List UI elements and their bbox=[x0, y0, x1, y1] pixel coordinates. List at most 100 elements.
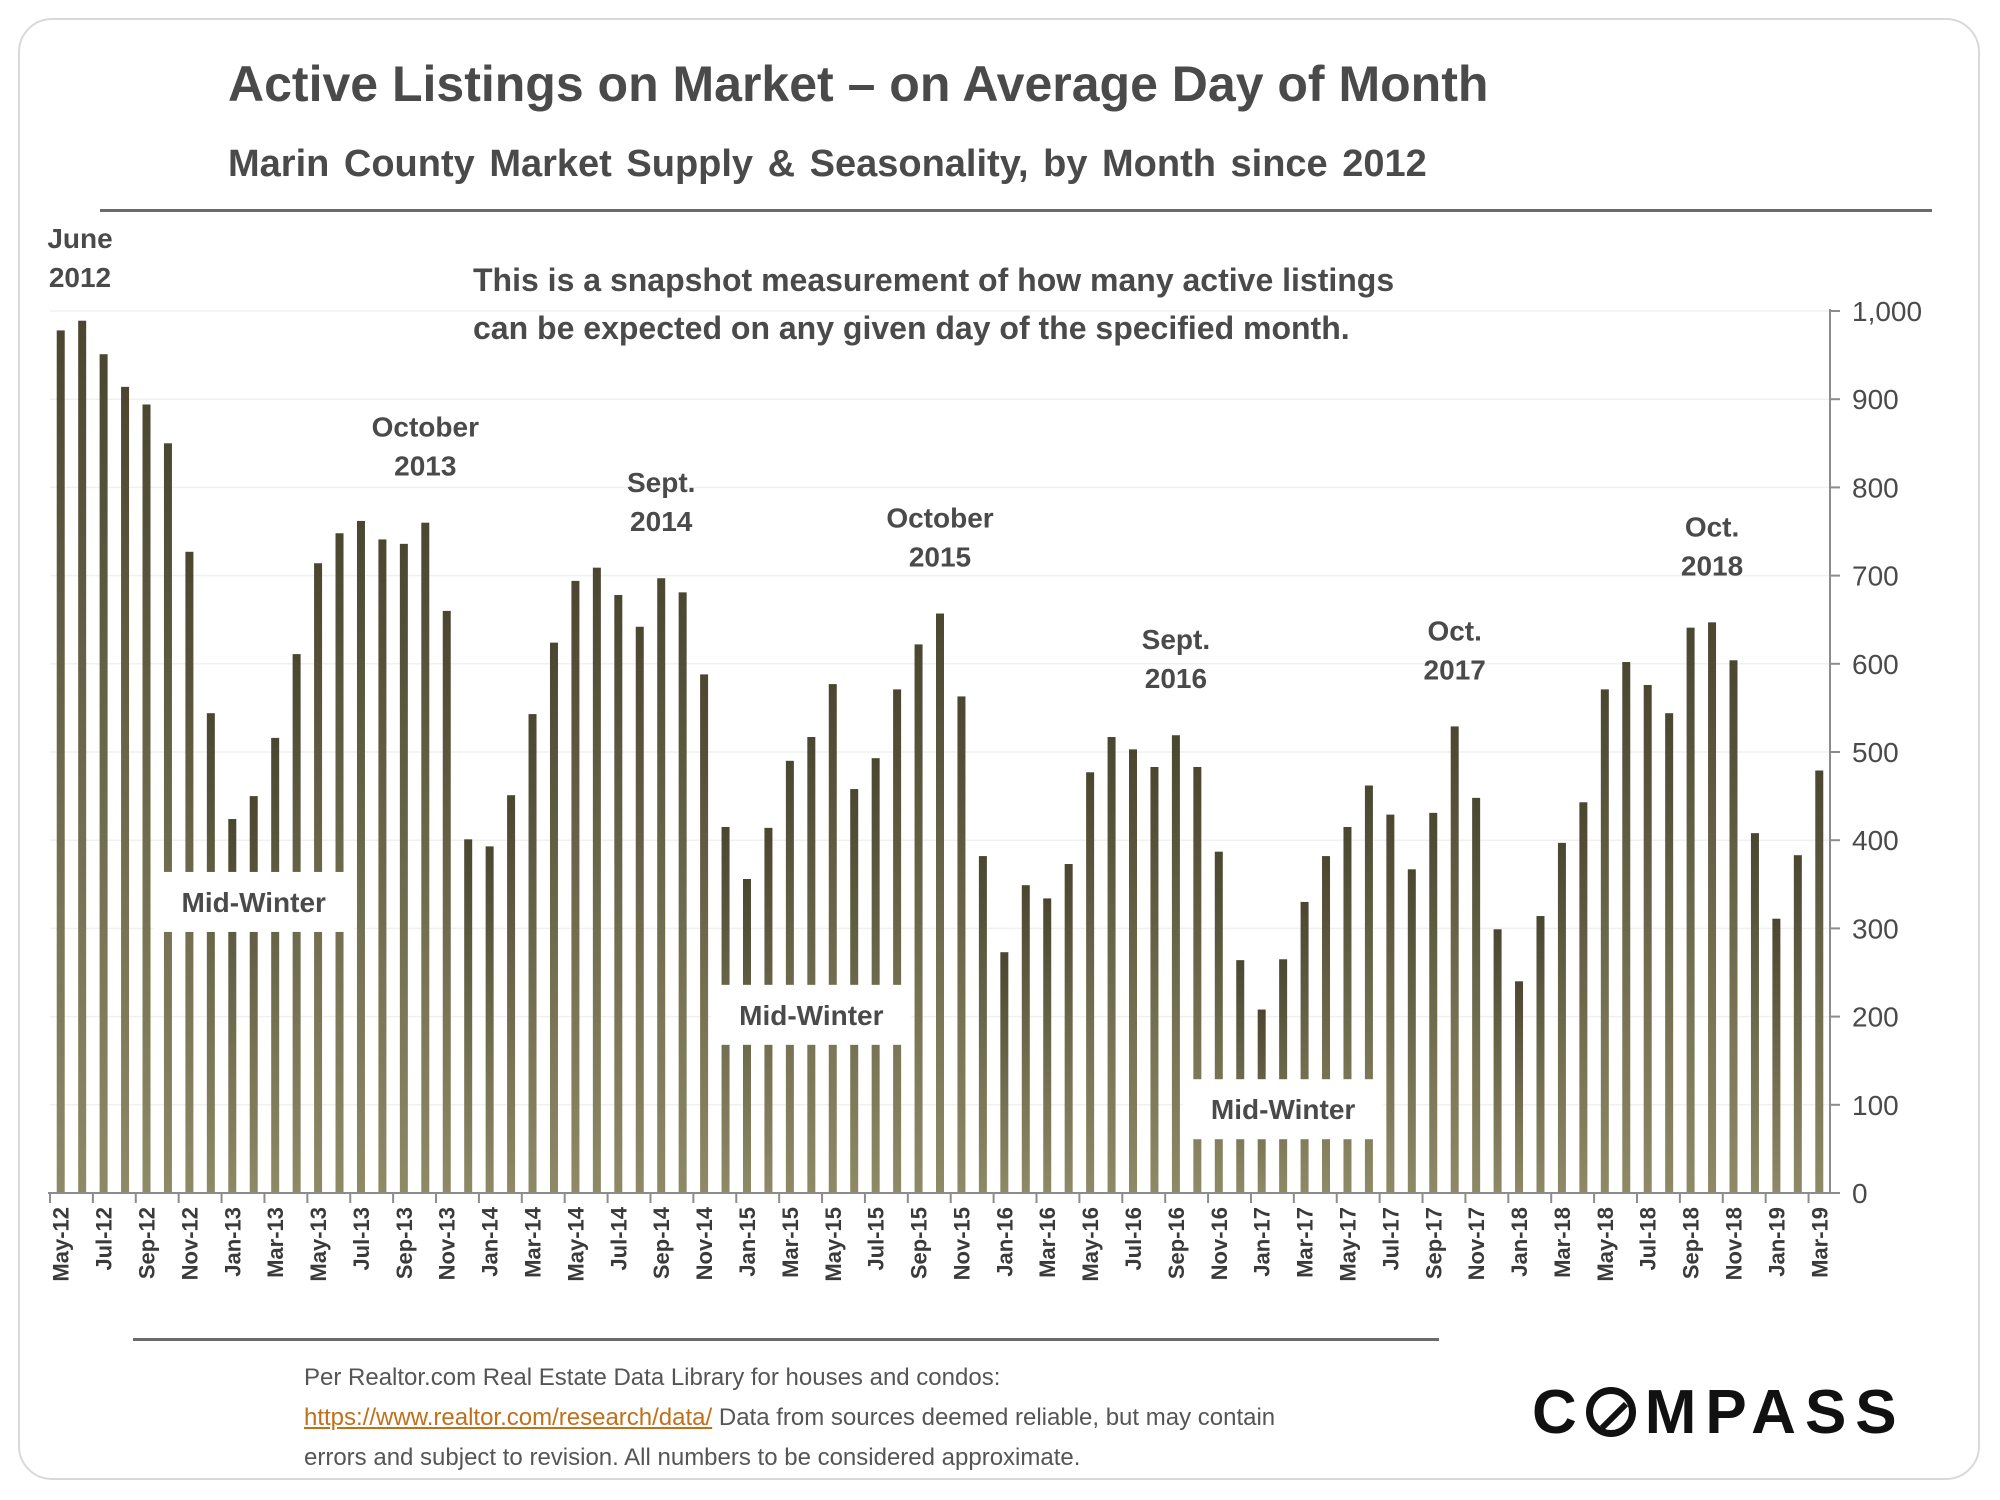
x-tick-label: Sep-13 bbox=[392, 1207, 417, 1279]
bar-jan-18 bbox=[1515, 981, 1524, 1193]
bar-jun-16 bbox=[1107, 737, 1116, 1193]
bar-jul-16 bbox=[1129, 749, 1138, 1193]
x-tick-label: May-17 bbox=[1335, 1207, 1360, 1282]
bar-jun-17 bbox=[1364, 785, 1373, 1193]
bar-apr-14 bbox=[549, 642, 558, 1193]
bar-oct-16 bbox=[1193, 766, 1202, 1193]
note-line-2: can be expected on any given day of the … bbox=[473, 310, 1350, 346]
y-tick-label: 300 bbox=[1852, 913, 1899, 944]
x-tick-label: Sep-18 bbox=[1679, 1207, 1704, 1279]
x-tick-label: Sep-12 bbox=[135, 1207, 160, 1279]
compass-logo: C MPASS bbox=[1532, 1377, 1906, 1448]
bar-feb-16 bbox=[1021, 885, 1030, 1193]
peak-annotation-line1: Oct. bbox=[1685, 511, 1739, 542]
x-tick-label: Jul-13 bbox=[349, 1207, 374, 1271]
bar-nov-16 bbox=[1214, 851, 1223, 1193]
bar-oct-13 bbox=[421, 522, 430, 1193]
bar-oct-15 bbox=[936, 613, 944, 1193]
x-tick-label: Jul-16 bbox=[1121, 1207, 1146, 1271]
bar-sep-15 bbox=[914, 644, 923, 1193]
bar-mar-16 bbox=[1043, 898, 1052, 1193]
bar-apr-15 bbox=[807, 737, 816, 1193]
x-tick-label: Jul-12 bbox=[92, 1207, 117, 1271]
bar-jan-13 bbox=[228, 819, 237, 1193]
y-tick-label: 1,000 bbox=[1852, 296, 1922, 327]
x-tick-label: Mar-13 bbox=[263, 1207, 288, 1278]
logo-c: C bbox=[1532, 1378, 1586, 1447]
mid-winter-label: Mid-Winter bbox=[739, 1000, 883, 1031]
bar-jul-13 bbox=[356, 520, 365, 1193]
source-link[interactable]: https://www.realtor.com/research/data/ bbox=[304, 1404, 713, 1431]
bar-jul-17 bbox=[1386, 814, 1395, 1193]
mid-winter-box bbox=[153, 871, 354, 932]
bar-jan-14 bbox=[485, 846, 494, 1193]
bar-aug-17 bbox=[1407, 869, 1416, 1193]
bar-aug-16 bbox=[1150, 766, 1159, 1193]
x-tick-label: Jan-19 bbox=[1764, 1207, 1789, 1277]
bar-dec-13 bbox=[464, 839, 473, 1193]
x-tick-label: Sep-15 bbox=[907, 1207, 932, 1279]
chart-title: Active Listings on Market – on Average D… bbox=[228, 56, 1489, 112]
x-tick-label: Nov-12 bbox=[177, 1207, 202, 1280]
x-tick-label: Sep-16 bbox=[1164, 1207, 1189, 1279]
mid-winter-label: Mid-Winter bbox=[182, 887, 326, 918]
peak-annotation-line2: 2012 bbox=[49, 262, 111, 293]
bar-mar-13 bbox=[271, 737, 280, 1193]
x-tick-label: May-14 bbox=[563, 1206, 588, 1281]
x-tick-label: Mar-14 bbox=[521, 1206, 546, 1278]
bar-feb-19 bbox=[1793, 855, 1802, 1193]
mid-winter-box bbox=[1183, 1079, 1384, 1140]
peak-annotation-line2: 2015 bbox=[909, 542, 971, 573]
peak-annotation-line1: Sept. bbox=[1142, 624, 1210, 655]
peak-annotation-line2: 2014 bbox=[630, 506, 693, 537]
bar-nov-17 bbox=[1472, 797, 1481, 1193]
bar-may-12 bbox=[56, 330, 65, 1193]
note-line-1: This is a snapshot measurement of how ma… bbox=[473, 262, 1395, 298]
bar-dec-16 bbox=[1236, 960, 1245, 1193]
bar-jun-13 bbox=[335, 533, 344, 1193]
bar-may-15 bbox=[828, 684, 837, 1193]
x-tick-label: Sep-17 bbox=[1421, 1207, 1446, 1279]
y-tick-label: 100 bbox=[1852, 1090, 1899, 1121]
x-tick-label: Jan-17 bbox=[1250, 1207, 1275, 1277]
x-tick-label: Nov-17 bbox=[1464, 1207, 1489, 1280]
bar-sep-18 bbox=[1686, 627, 1695, 1193]
x-tick-label: Mar-15 bbox=[778, 1207, 803, 1278]
x-tick-label: Nov-16 bbox=[1207, 1207, 1232, 1280]
bar-oct-18 bbox=[1708, 622, 1717, 1193]
x-tick-label: May-16 bbox=[1078, 1207, 1103, 1282]
y-tick-label: 800 bbox=[1852, 472, 1899, 503]
bar-feb-13 bbox=[249, 796, 258, 1193]
mid-winter-label: Mid-Winter bbox=[1211, 1094, 1355, 1125]
y-tick-label: 900 bbox=[1852, 384, 1899, 415]
bar-aug-18 bbox=[1665, 713, 1674, 1193]
x-tick-label: Jan-13 bbox=[220, 1207, 245, 1277]
bar-jun-18 bbox=[1622, 662, 1631, 1193]
x-tick-label: Nov-14 bbox=[692, 1206, 717, 1280]
bar-feb-17 bbox=[1279, 959, 1288, 1193]
bar-may-18 bbox=[1600, 689, 1609, 1193]
source-line-1: Per Realtor.com Real Estate Data Library… bbox=[304, 1364, 1001, 1391]
peak-annotation-line2: 2013 bbox=[394, 451, 456, 482]
bar-dec-18 bbox=[1750, 833, 1759, 1193]
x-tick-label: Jan-14 bbox=[478, 1206, 503, 1276]
x-tick-label: Jul-18 bbox=[1636, 1207, 1661, 1271]
bar-sep-13 bbox=[399, 543, 408, 1193]
peak-annotation-line1: Oct. bbox=[1427, 615, 1481, 646]
y-tick-label: 400 bbox=[1852, 825, 1899, 856]
logo-o-icon bbox=[1585, 1387, 1636, 1437]
x-tick-label: Mar-18 bbox=[1550, 1207, 1575, 1278]
x-tick-label: Mar-16 bbox=[1035, 1207, 1060, 1278]
x-tick-label: May-13 bbox=[306, 1207, 331, 1282]
bar-nov-13 bbox=[442, 610, 451, 1193]
bar-mar-15 bbox=[785, 760, 794, 1193]
logo-rest: MPASS bbox=[1644, 1378, 1906, 1447]
y-tick-label: 200 bbox=[1852, 1002, 1899, 1033]
bar-may-16 bbox=[1086, 772, 1095, 1193]
bar-apr-17 bbox=[1322, 856, 1331, 1193]
x-tick-label: Mar-17 bbox=[1293, 1207, 1318, 1278]
bar-jun-14 bbox=[592, 567, 601, 1193]
bar-dec-12 bbox=[206, 713, 215, 1193]
x-tick-label: May-12 bbox=[49, 1207, 74, 1282]
